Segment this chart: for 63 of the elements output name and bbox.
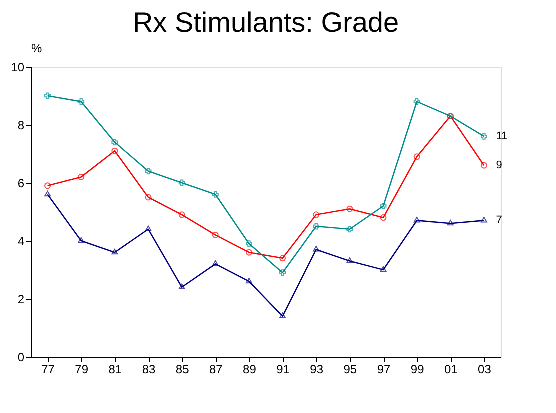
point (380, 202, 387, 210)
point (313, 212, 320, 218)
point (112, 139, 118, 146)
point (246, 240, 252, 248)
point (414, 217, 420, 223)
y-tick-label: 8 (18, 118, 25, 132)
point (44, 92, 52, 100)
y-tick-label: 6 (18, 176, 25, 190)
x-tick-label: 89 (243, 362, 257, 376)
x-tick-label: 97 (377, 362, 391, 376)
x-tick-label: 77 (42, 362, 56, 376)
point (313, 246, 320, 252)
point (78, 174, 85, 180)
x-tick-label: 93 (310, 362, 324, 376)
y-tick-label: 10 (11, 60, 25, 74)
point (145, 168, 152, 175)
point (480, 133, 488, 140)
point (380, 266, 387, 272)
point (178, 180, 186, 186)
point (246, 249, 252, 256)
point (414, 98, 420, 106)
point (178, 284, 186, 290)
y-tick-label: 0 (18, 350, 25, 364)
point (313, 223, 320, 230)
point (112, 248, 118, 255)
point (346, 206, 354, 212)
series-label: 7 (496, 214, 502, 227)
point (346, 258, 354, 264)
x-tick-label: 01 (444, 362, 458, 376)
point (212, 232, 219, 238)
series-label: 11 (496, 130, 508, 143)
point (346, 226, 354, 233)
x-tick-label: 79 (75, 362, 89, 376)
point (480, 217, 488, 223)
x-tick-label: 83 (142, 362, 156, 376)
x-tick-label: 85 (176, 362, 190, 376)
x-tick-label: 99 (410, 362, 425, 376)
point (212, 260, 219, 266)
x-tick-label: 91 (276, 362, 290, 376)
point (112, 148, 118, 154)
x-tick-label: 03 (478, 362, 492, 376)
point (414, 154, 420, 160)
point (78, 237, 85, 244)
point (212, 191, 219, 198)
point (280, 255, 286, 262)
point (280, 312, 286, 318)
point (145, 226, 152, 232)
x-tick-label: 81 (108, 362, 122, 376)
point (44, 190, 52, 197)
point (246, 278, 252, 284)
point (280, 270, 286, 276)
point (78, 98, 85, 106)
series-label: 9 (496, 160, 502, 172)
x-tick-label: 87 (209, 362, 224, 376)
chart-title: Rx Stimulants: Grade (132, 7, 400, 38)
point (145, 194, 152, 201)
point (380, 214, 387, 222)
y-axis-title: % (32, 42, 42, 56)
y-tick-label: 4 (18, 234, 25, 248)
point (178, 212, 186, 218)
x-tick-label: 95 (344, 362, 358, 376)
y-tick-label: 2 (18, 292, 25, 306)
point (447, 220, 454, 226)
